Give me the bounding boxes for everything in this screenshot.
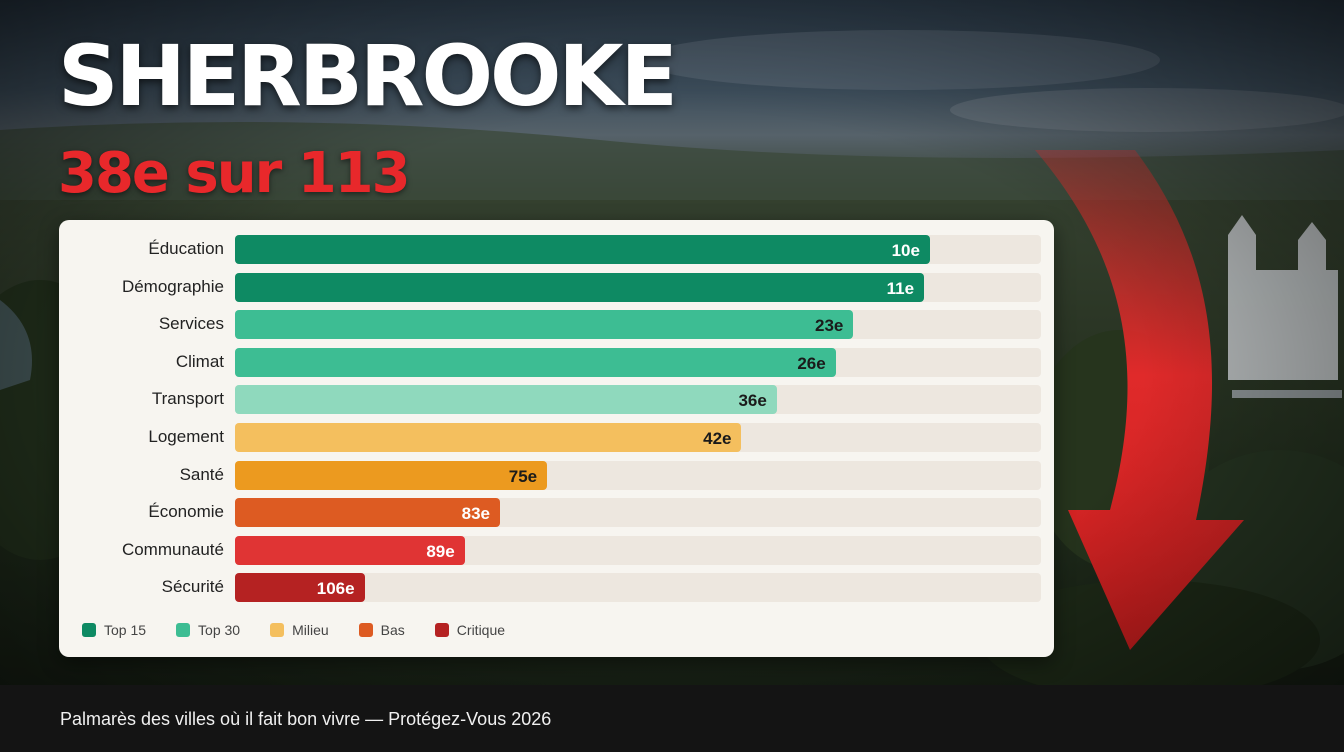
bar-track: 42e	[235, 423, 1041, 452]
footer-caption: Palmarès des villes où il fait bon vivre…	[60, 709, 552, 729]
legend-item: Bas	[358, 622, 405, 638]
bar-value-label: 83e	[461, 504, 491, 524]
bar-track: 26e	[235, 347, 1041, 377]
footer-bar: Palmarès des villes où il fait bon vivre…	[0, 685, 1344, 752]
bar-track: 83e	[235, 498, 1041, 528]
bar-value-label: 89e	[426, 541, 455, 561]
bar: 11e	[235, 272, 925, 302]
legend-item: Critique	[434, 622, 506, 638]
chart-card: Éducation 10e Démographie 11e Services 23e Cli…	[59, 220, 1054, 657]
bar-track: 23e	[235, 310, 1041, 340]
category-label: Démographie	[121, 276, 224, 296]
bar-track: 89e	[235, 535, 1041, 565]
bar-value-label: 11e	[886, 278, 915, 298]
bar-value-label: 26e	[797, 353, 826, 373]
page-title: SHERBROOKE	[58, 27, 678, 125]
legend-swatch	[358, 623, 373, 637]
bar: 23e	[235, 310, 854, 340]
legend-label: Top 15	[104, 622, 147, 638]
bar: 106e	[235, 573, 365, 603]
bar-value-label: 42e	[703, 429, 732, 448]
bar: 75e	[235, 460, 548, 490]
bar: 89e	[235, 535, 465, 565]
legend-label: Top 30	[198, 622, 241, 638]
legend-item: Milieu	[270, 622, 329, 638]
category-label: Économie	[148, 502, 224, 522]
bar-track: 75e	[235, 460, 1041, 490]
bar: 42e	[235, 423, 742, 452]
category-label: Sécurité	[161, 577, 224, 597]
legend-label: Bas	[380, 622, 405, 638]
bar: 36e	[235, 385, 777, 415]
legend-swatch	[176, 623, 191, 637]
bar: 26e	[235, 347, 836, 377]
category-label: Santé	[179, 464, 224, 484]
legend-swatch	[82, 623, 96, 637]
bar-value-label: 10e	[891, 241, 920, 260]
chart-legend: Top 15 Top 30 Milieu Bas Critique	[82, 622, 505, 638]
category-label: Éducation	[148, 239, 224, 258]
bar-value-label: 75e	[508, 466, 538, 486]
bar-track: 10e	[235, 235, 1041, 264]
bar-value-label: 106e	[316, 579, 355, 599]
bar-track: 36e	[235, 385, 1041, 415]
legend-label: Milieu	[292, 622, 329, 638]
legend-swatch	[270, 623, 285, 637]
legend-item: Top 15	[82, 622, 146, 638]
overall-rank: 38e sur 113	[58, 141, 411, 206]
category-label: Transport	[151, 389, 224, 409]
bar-track: 11e	[235, 272, 1041, 302]
category-label: Climat	[175, 351, 224, 371]
bar-value-label: 23e	[815, 316, 844, 336]
bar: 10e	[235, 235, 930, 264]
bar-value-label: 36e	[738, 391, 767, 411]
legend-swatch	[434, 623, 449, 637]
bar-track: 106e	[235, 573, 1041, 603]
legend-label: Critique	[456, 622, 506, 638]
category-label: Logement	[148, 427, 224, 446]
category-label: Services	[158, 314, 224, 334]
legend-item: Top 30	[176, 622, 240, 638]
category-label: Communauté	[121, 539, 224, 559]
bar: 83e	[235, 498, 501, 528]
